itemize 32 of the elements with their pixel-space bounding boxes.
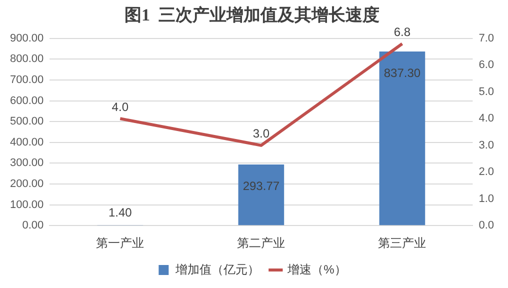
y2-tick-label: 5.0 (478, 86, 494, 98)
chart-title: 图1 三次产业增加值及其增长速度 (124, 6, 380, 25)
x-tick-label: 第三产业 (378, 236, 426, 250)
y-tick-label: 900.00 (10, 32, 44, 44)
y-tick-label: 600.00 (10, 94, 44, 107)
y-tick-label: 500.00 (10, 116, 44, 128)
x-tick-label: 第二产业 (237, 236, 286, 250)
y2-tick-label: 7.0 (478, 32, 494, 44)
data-label: 3.0 (252, 126, 270, 141)
data-label: 1.40 (108, 206, 132, 220)
y2-tick-label: 1.0 (478, 192, 494, 205)
data-label: 4.0 (112, 100, 129, 114)
y-tick-label: 0.00 (22, 220, 44, 232)
y-tick-label: 100.00 (10, 198, 44, 211)
y2-tick-label: 3.0 (478, 139, 494, 152)
y-tick-label: 800.00 (10, 53, 44, 66)
y2-tick-label: 0.0 (478, 220, 494, 232)
y2-tick-label: 6.0 (478, 59, 494, 72)
data-label: 6.8 (394, 25, 411, 40)
y-tick-label: 400.00 (10, 136, 44, 148)
bar (379, 51, 426, 226)
x-tick-label: 第一产业 (96, 236, 144, 250)
data-label: 293.77 (242, 178, 280, 193)
bar (238, 164, 284, 226)
y2-tick-label: 4.0 (478, 112, 494, 125)
legend-label: 增加值（亿元） (174, 262, 260, 276)
data-label: 837.30 (384, 66, 421, 80)
y-tick-label: 700.00 (10, 74, 44, 86)
y2-tick-label: 2.0 (478, 166, 494, 178)
y-tick-label: 300.00 (10, 157, 44, 170)
legend-label: 增速（%） (286, 262, 346, 276)
y-tick-label: 200.00 (10, 178, 44, 190)
